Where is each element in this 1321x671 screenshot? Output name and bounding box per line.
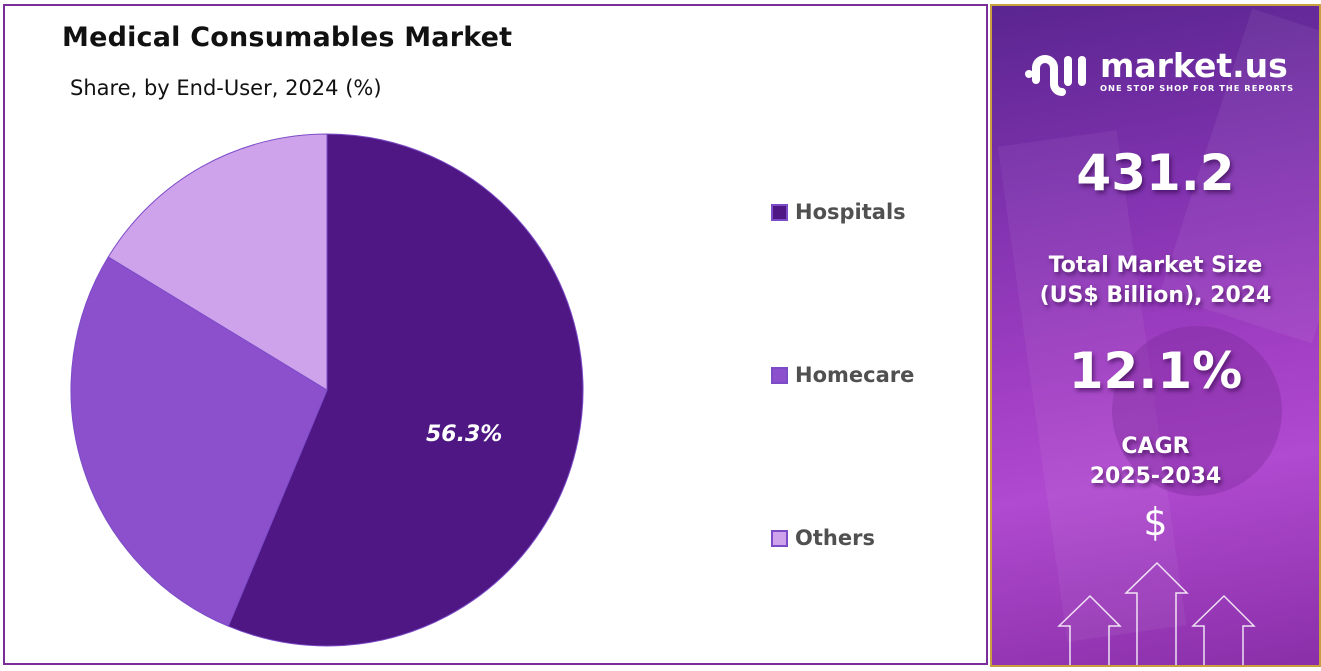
pie-slices (70, 133, 584, 647)
chart-title: Medical Consumables Market (62, 22, 513, 53)
pie-slice-hospitals[interactable] (227, 133, 584, 647)
legend-item-others[interactable]: Others (771, 526, 875, 550)
cagr-value: 12.1% (1068, 342, 1243, 400)
legend-swatch-hospitals (771, 203, 788, 221)
legend-item-homecare[interactable]: Homecare (771, 363, 914, 387)
market-size-value: 431.2 (1076, 144, 1235, 202)
legend-swatch-homecare (771, 366, 788, 384)
pie-chart: 56.3% (70, 133, 584, 647)
cagr-label-line1: CAGR (1121, 434, 1190, 459)
cagr-label-line2: 2025-2034 (1089, 464, 1222, 489)
pie-slice-homecare[interactable] (70, 256, 328, 627)
brand-logo[interactable]: market.us ONE STOP SHOP FOR THE REPORTS (1024, 46, 1294, 96)
pie-slice-others[interactable] (107, 133, 328, 391)
chart-subtitle: Share, by End-User, 2024 (%) (70, 76, 382, 100)
brand-tagline: ONE STOP SHOP FOR THE REPORTS (1100, 83, 1295, 93)
slice-label-hospitals: 56.3% (426, 422, 502, 447)
market-us-logo-icon (1025, 55, 1086, 96)
brand-name: market.us (1100, 46, 1288, 85)
background-cup-shape (1112, 326, 1282, 496)
growth-arrows-icon (1057, 561, 1256, 665)
market-size-label-line2: (US$ Billion), 2024 (1039, 283, 1272, 308)
summary-panel: market.us ONE STOP SHOP FOR THE REPORTS … (990, 4, 1321, 667)
dollar-icon: $ (1143, 500, 1168, 544)
market-size-label-line1: Total Market Size (1048, 253, 1263, 278)
legend-item-hospitals[interactable]: Hospitals (771, 200, 906, 224)
legend-label: Others (795, 526, 875, 550)
legend-swatch-others (771, 529, 788, 547)
legend-label: Hospitals (795, 200, 906, 224)
legend-label: Homecare (795, 363, 915, 387)
